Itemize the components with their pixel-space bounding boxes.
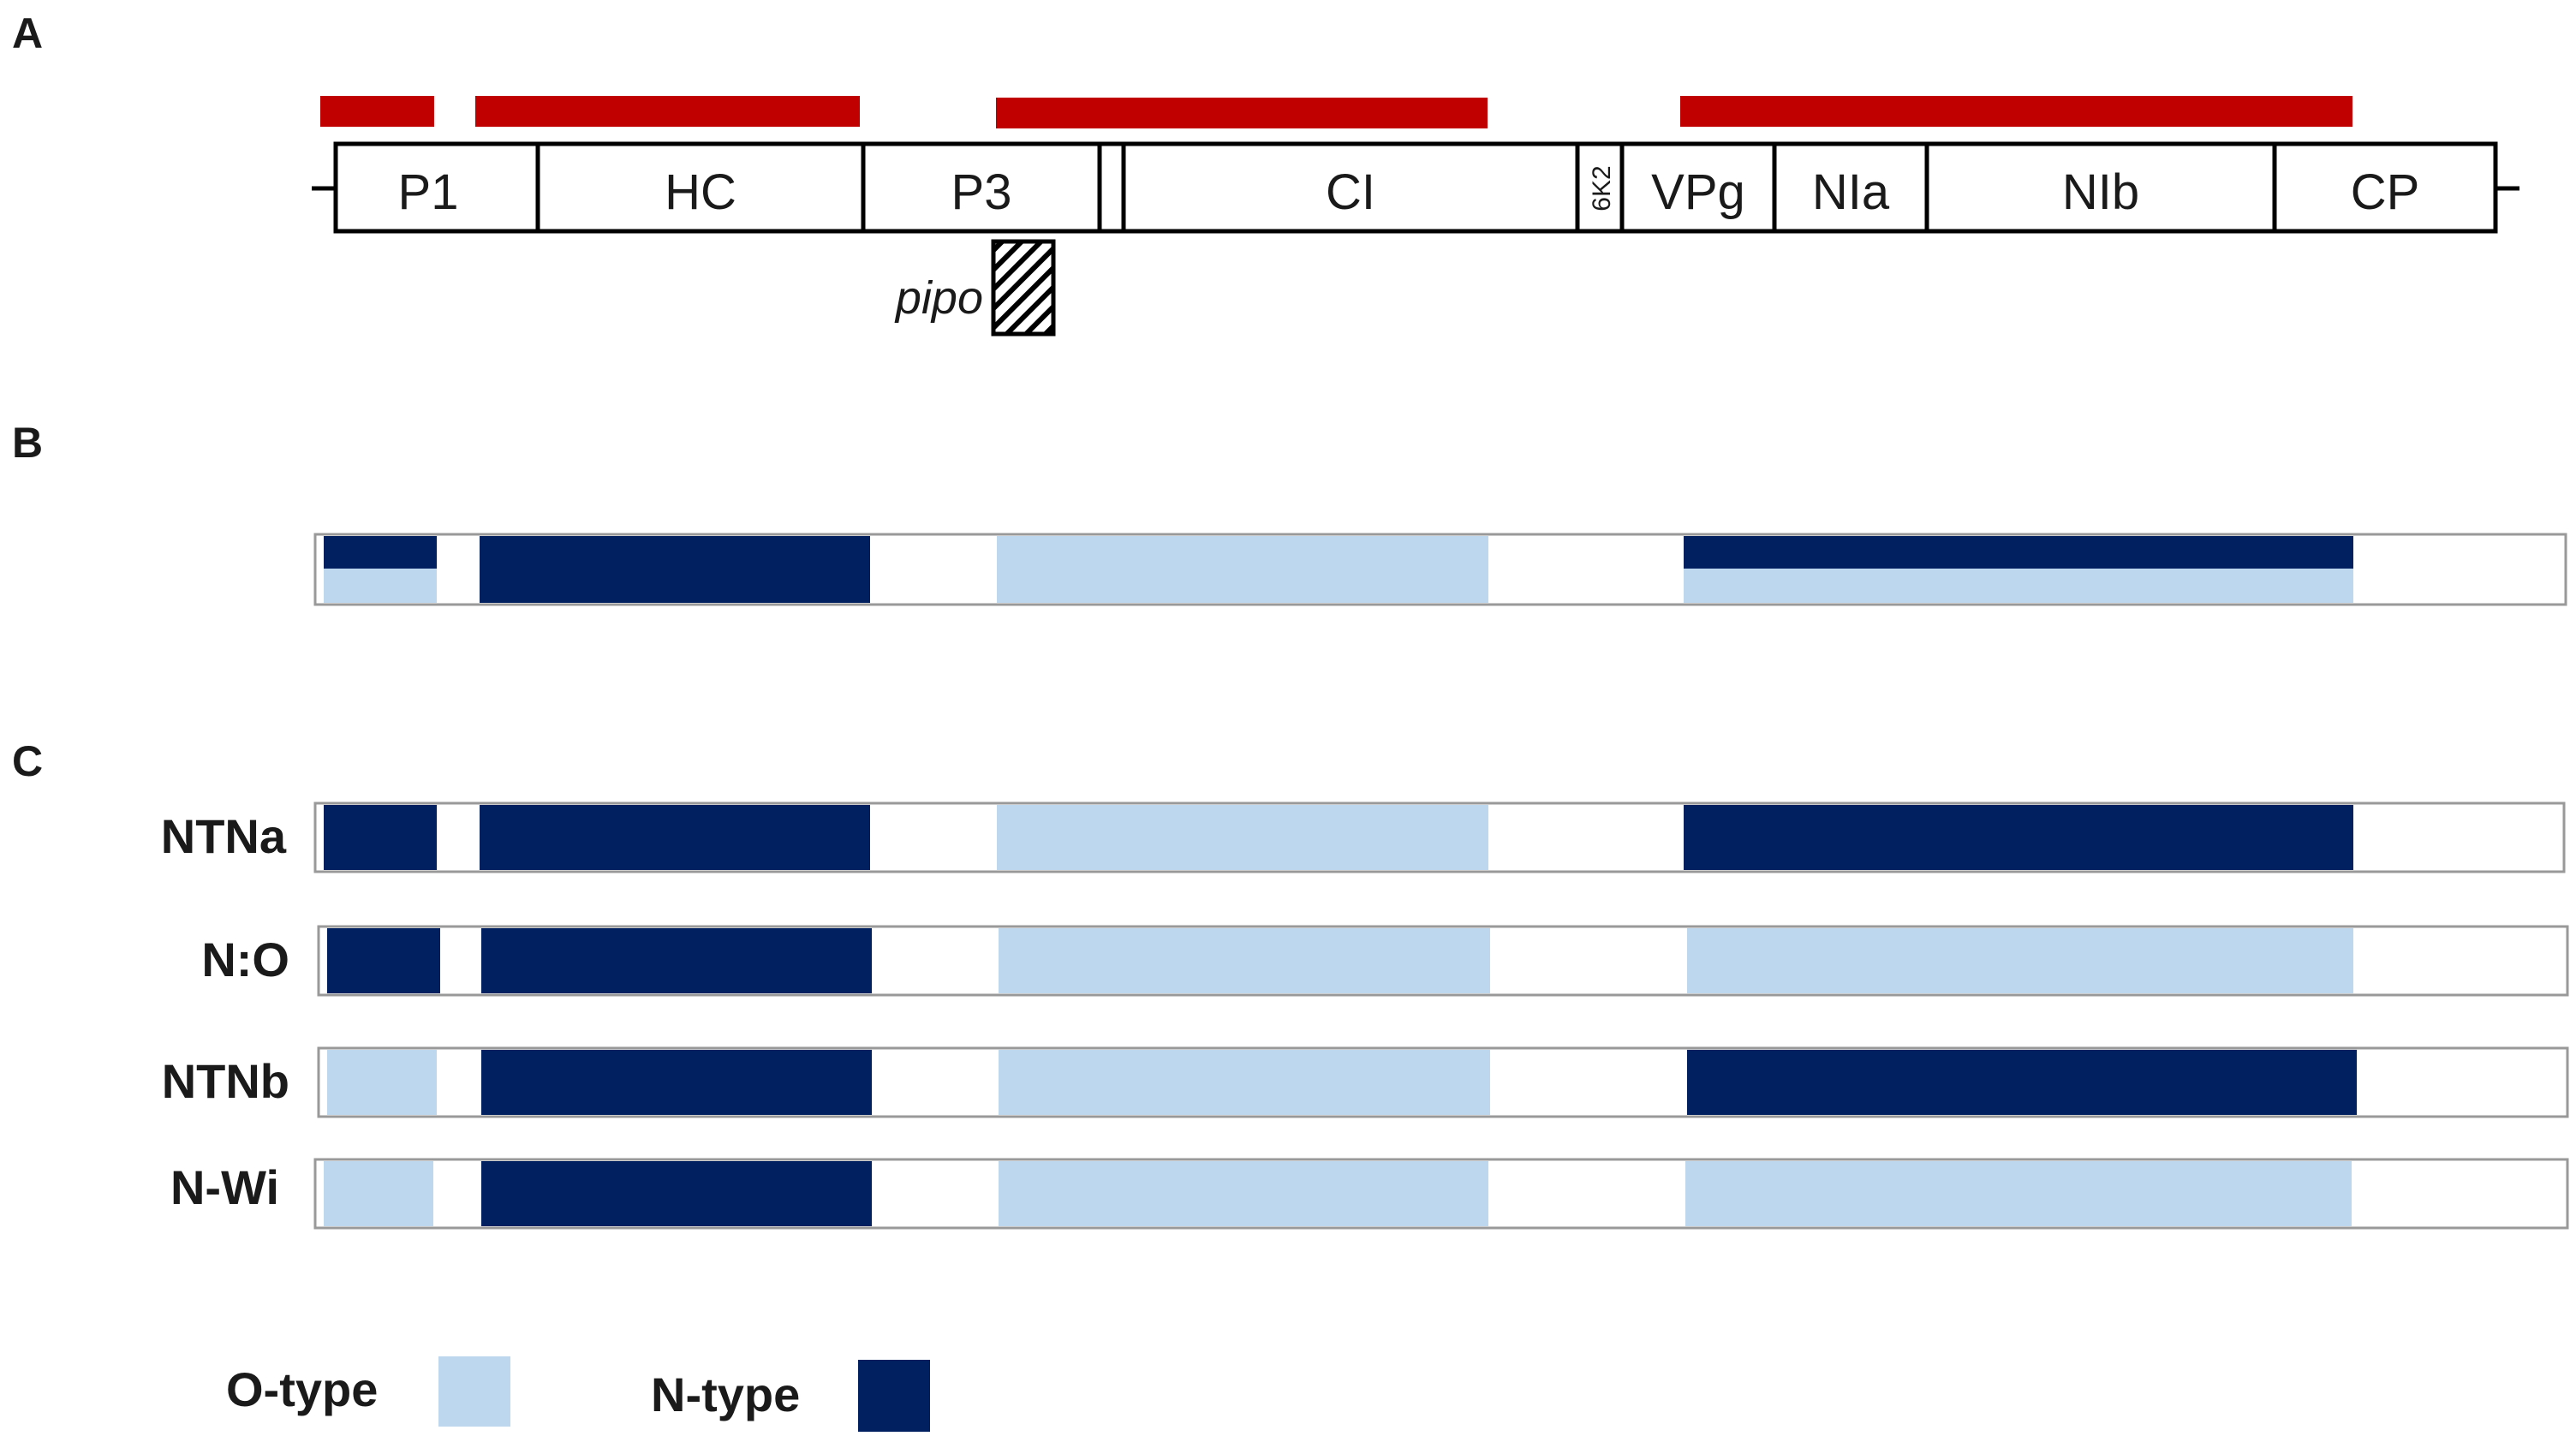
segment-o-type <box>999 1050 1490 1115</box>
segment-n-type <box>324 805 437 870</box>
track-ntna <box>313 801 2566 873</box>
segment-n-type <box>481 1050 872 1115</box>
gene-label-vpg: VPg <box>1651 164 1745 220</box>
panel-label-a: A <box>12 9 43 57</box>
gene-label-nia: NIa <box>1812 164 1890 220</box>
legend: O-type N-type <box>226 1356 930 1432</box>
panel-label-b: B <box>12 419 43 467</box>
region-bar <box>320 96 434 127</box>
legend-swatch-n-type <box>858 1360 930 1432</box>
gene-label-p1: P1 <box>398 164 459 220</box>
gene-label-ci: CI <box>1326 164 1375 220</box>
genome-outline <box>333 141 2498 234</box>
panel-b-track <box>313 533 2567 606</box>
segment-o-type <box>327 1050 437 1115</box>
row-label-nwi: N-Wi <box>170 1160 279 1214</box>
genome-map: P1 HC P3 CI 6K2 VPg NIa NIb CP pipo <box>312 141 2519 337</box>
segment-n-type <box>324 536 437 569</box>
legend-label-o-type: O-type <box>226 1362 378 1416</box>
segment-n-type <box>327 928 440 993</box>
gene-label-p3: P3 <box>951 164 1012 220</box>
segment-n-type <box>1687 1050 2357 1115</box>
segment-o-type <box>324 569 437 603</box>
segment-o-type <box>1685 1161 2352 1226</box>
track-no <box>317 925 2569 997</box>
segment-o-type <box>999 928 1490 993</box>
legend-label-n-type: N-type <box>651 1368 800 1421</box>
region-bar <box>996 98 1488 128</box>
row-label-ntnb: NTNb <box>162 1054 289 1108</box>
region-bars <box>320 96 2352 128</box>
track-ntnb <box>317 1046 2569 1118</box>
segment-o-type <box>1684 569 2353 603</box>
segment-n-type <box>481 928 872 993</box>
segment-n-type <box>1684 536 2353 569</box>
segment-o-type <box>999 1161 1488 1226</box>
segment-n-type <box>480 805 870 870</box>
gene-label-cp: CP <box>2351 164 2420 220</box>
region-bar <box>475 96 860 127</box>
pipo-label: pipo <box>894 272 983 324</box>
legend-swatch-o-type <box>438 1356 510 1427</box>
track-nwi <box>313 1158 2569 1230</box>
gene-label-nib: NIb <box>2062 164 2139 220</box>
panel-label-c: C <box>12 737 43 785</box>
segment-o-type <box>997 805 1488 870</box>
gene-label-6k2: 6K2 <box>1588 165 1616 211</box>
row-label-no: N:O <box>201 933 289 986</box>
gene-label-hc: HC <box>665 164 736 220</box>
pipo-box <box>991 239 1056 337</box>
segment-n-type <box>481 1161 872 1226</box>
row-label-ntna: NTNa <box>161 809 287 863</box>
segment-o-type <box>1687 928 2353 993</box>
region-bar <box>1680 96 2352 127</box>
segment-o-type <box>324 1161 433 1226</box>
segment-o-type <box>997 536 1488 603</box>
segment-n-type <box>1684 805 2353 870</box>
segment-n-type <box>480 536 870 603</box>
